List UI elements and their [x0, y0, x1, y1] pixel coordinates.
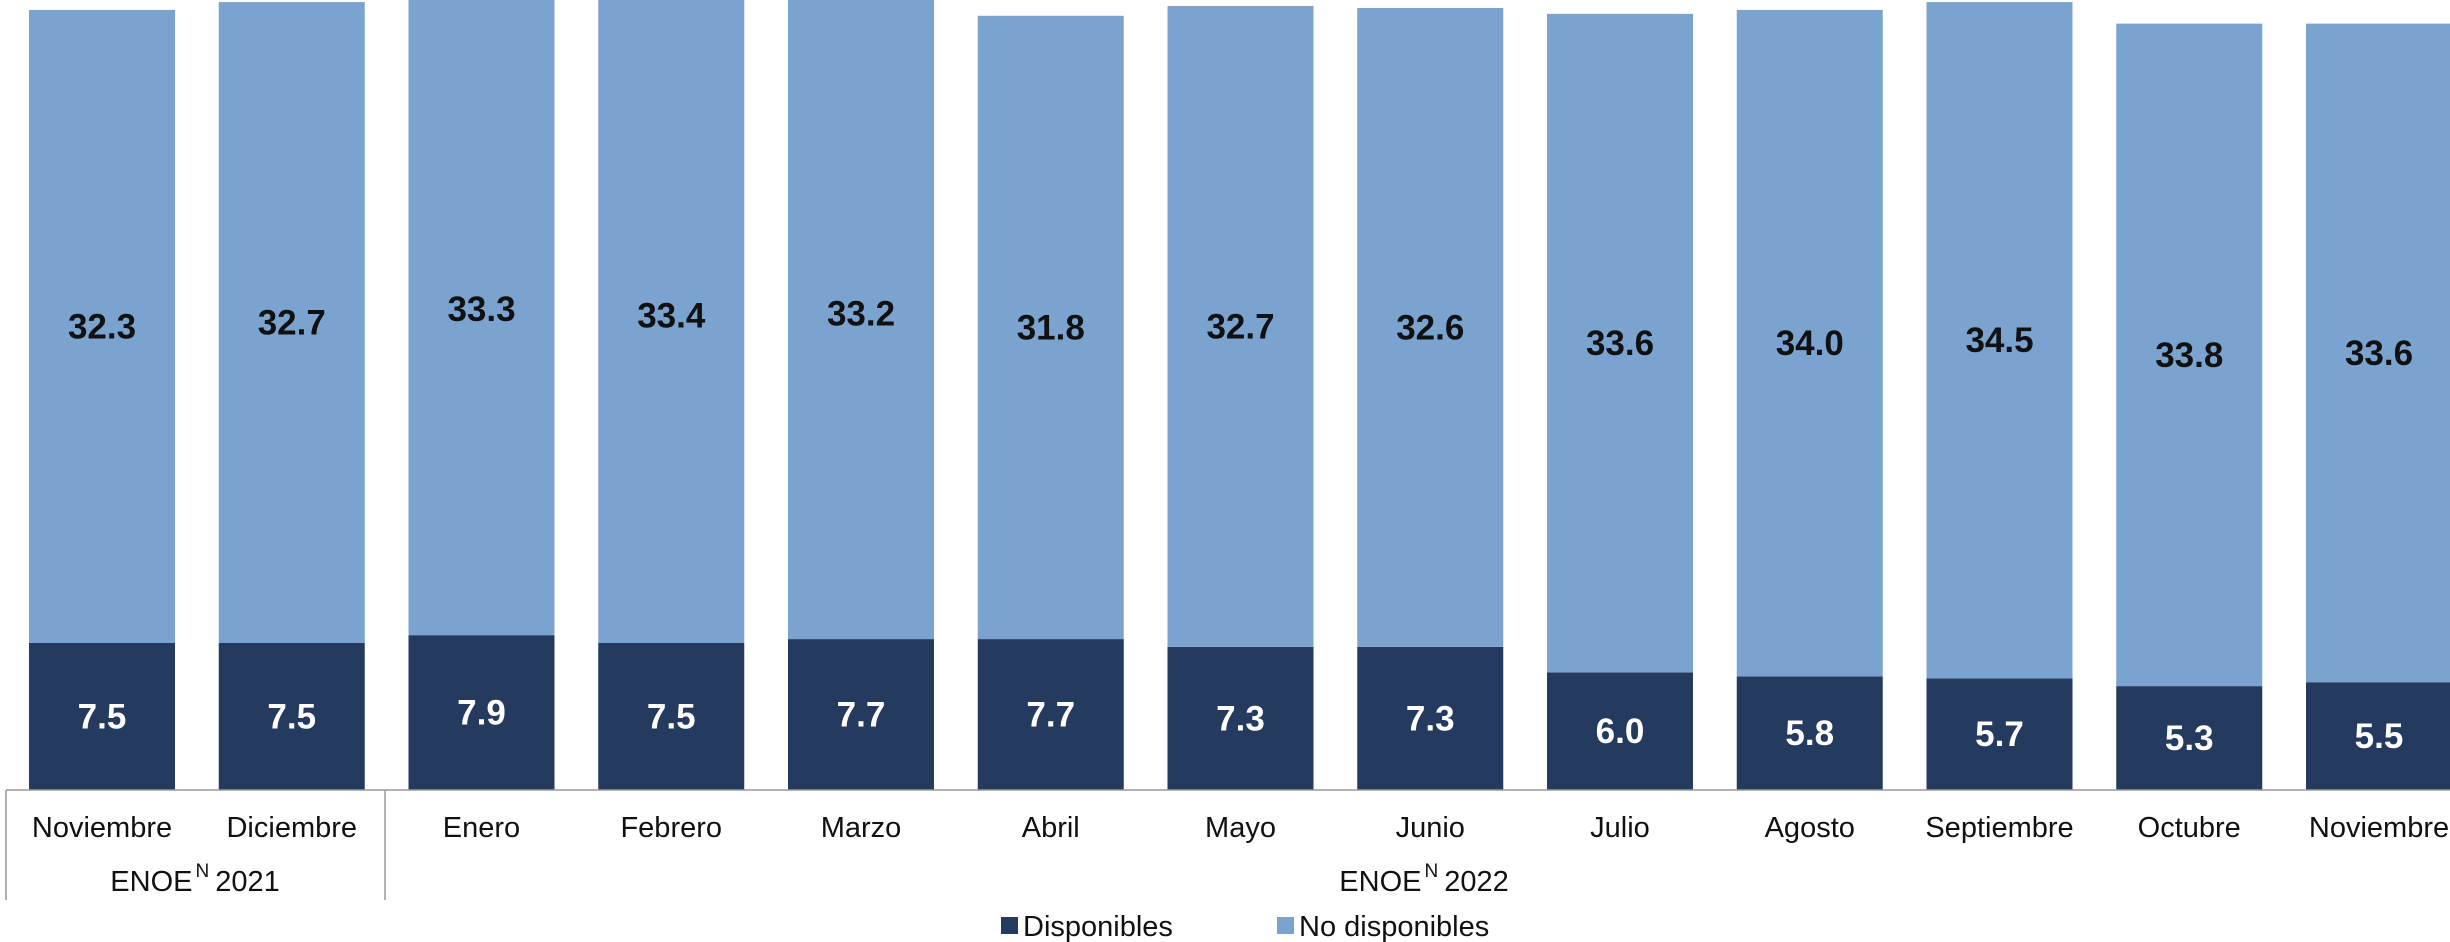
group-labels: ENOE N 2021 ENOE N 2022 — [110, 861, 1508, 898]
bar-disponibles-7-junio — [1357, 646, 1504, 790]
bar-no-disponibles-4-marzo — [788, 0, 934, 640]
data-label-disponibles-12: 5.5 — [2355, 717, 2404, 756]
data-label-no-disponibles-11: 33.8 — [2155, 336, 2223, 375]
bar-no-disponibles-8-julio — [1547, 13, 1693, 673]
group-label-2022-name: ENOE — [1339, 866, 1421, 898]
data-label-disponibles-4: 7.7 — [837, 696, 886, 735]
group-label-2022-superscript: N — [1424, 861, 1438, 882]
data-label-disponibles-9: 5.8 — [1785, 714, 1834, 753]
tick-label-5-abril: Abril — [1022, 812, 1080, 844]
bar-no-disponibles-0-noviembre — [29, 9, 175, 644]
bar-disponibles-2-enero — [408, 635, 555, 790]
tick-label-10-septiembre: Septiembre — [1925, 812, 2073, 844]
legend: Disponibles No disponibles — [1001, 911, 1489, 942]
bar-no-disponibles-9-agosto — [1736, 9, 1883, 677]
data-label-no-disponibles-5: 31.8 — [1017, 308, 1085, 347]
data-label-no-disponibles-1: 32.7 — [258, 304, 326, 343]
group-label-2022-year: 2022 — [1444, 866, 1509, 898]
bar-no-disponibles-11-octubre — [2116, 23, 2263, 687]
data-label-no-disponibles-2: 33.3 — [447, 290, 515, 329]
bar-disponibles-12-noviembre — [2306, 682, 2450, 790]
bar-disponibles-8-julio — [1547, 672, 1693, 790]
category-axis — [5, 789, 2450, 900]
data-label-no-disponibles-10: 34.5 — [1965, 321, 2033, 360]
legend-swatch-disponibles — [1001, 917, 1018, 934]
bar-disponibles-5-abril — [977, 639, 1124, 790]
data-label-disponibles-5: 7.7 — [1026, 696, 1075, 735]
tick-label-8-julio: Julio — [1590, 812, 1650, 844]
data-label-disponibles-3: 7.5 — [647, 698, 696, 737]
tick-label-1-diciembre: Diciembre — [226, 812, 357, 844]
bar-no-disponibles-3-febrero — [598, 0, 745, 644]
data-label-no-disponibles-0: 32.3 — [68, 307, 136, 346]
data-label-disponibles-7: 7.3 — [1406, 699, 1455, 738]
group-label-2021: ENOE N 2021 — [110, 861, 279, 898]
data-label-no-disponibles-6: 32.7 — [1206, 307, 1274, 346]
tick-label-9-agosto: Agosto — [1765, 812, 1855, 844]
bar-disponibles-3-febrero — [598, 643, 745, 790]
data-label-disponibles-10: 5.7 — [1975, 715, 2024, 754]
bar-disponibles-6-mayo — [1167, 646, 1314, 790]
data-labels-layer: 7.5 32.3 7.5 32.7 7.9 33.3 7.5 33.4 7.7 33.2 7.7 31… — [68, 290, 2413, 758]
tick-label-12-noviembre: Noviembre — [2309, 812, 2449, 844]
bar-no-disponibles-10-septiembre — [1926, 2, 2073, 679]
tick-label-7-junio: Junio — [1396, 812, 1465, 844]
data-label-no-disponibles-8: 33.6 — [1586, 324, 1654, 363]
bar-no-disponibles-12-noviembre — [2306, 23, 2450, 683]
data-label-no-disponibles-9: 34.0 — [1776, 324, 1844, 363]
category-tick-labels: Noviembre Diciembre Enero Febrero Marzo Abril… — [32, 812, 2449, 844]
bars-layer — [29, 0, 2450, 790]
data-label-no-disponibles-7: 32.6 — [1396, 308, 1464, 347]
data-label-disponibles-6: 7.3 — [1216, 699, 1265, 738]
group-label-2021-name: ENOE — [110, 866, 192, 898]
tick-label-11-octubre: Octubre — [2138, 812, 2241, 844]
bar-no-disponibles-1-diciembre — [218, 2, 365, 643]
data-label-disponibles-0: 7.5 — [78, 698, 127, 737]
data-label-no-disponibles-4: 33.2 — [827, 295, 895, 334]
data-label-no-disponibles-12: 33.6 — [2345, 334, 2413, 373]
tick-label-2-enero: Enero — [443, 812, 520, 844]
bar-disponibles-9-agosto — [1736, 676, 1883, 790]
bar-disponibles-11-octubre — [2116, 686, 2263, 790]
tick-label-0-noviembre: Noviembre — [32, 812, 172, 844]
tick-label-6-mayo: Mayo — [1205, 812, 1276, 844]
tick-label-3-febrero: Febrero — [620, 812, 722, 844]
legend-label-no-disponibles: No disponibles — [1299, 911, 1489, 942]
group-label-2021-superscript: N — [195, 861, 209, 882]
bar-no-disponibles-5-abril — [977, 15, 1124, 640]
data-label-disponibles-1: 7.5 — [267, 698, 316, 737]
tick-label-4-marzo: Marzo — [821, 812, 902, 844]
data-label-disponibles-8: 6.0 — [1596, 712, 1645, 751]
bar-no-disponibles-2-enero — [408, 0, 555, 636]
data-label-disponibles-11: 5.3 — [2165, 719, 2214, 758]
bar-disponibles-10-septiembre — [1926, 678, 2073, 790]
legend-swatch-no-disponibles — [1277, 917, 1294, 934]
bar-disponibles-4-marzo — [788, 639, 934, 790]
data-label-no-disponibles-3: 33.4 — [637, 297, 706, 336]
data-label-disponibles-2: 7.9 — [457, 694, 506, 733]
bar-disponibles-1-diciembre — [218, 643, 365, 790]
bar-disponibles-0-noviembre — [29, 643, 175, 790]
group-label-2021-year: 2021 — [215, 866, 280, 898]
legend-label-disponibles: Disponibles — [1023, 911, 1173, 942]
bar-no-disponibles-6-mayo — [1167, 6, 1314, 647]
bar-no-disponibles-7-junio — [1357, 7, 1504, 647]
group-label-2022: ENOE N 2022 — [1339, 861, 1508, 898]
